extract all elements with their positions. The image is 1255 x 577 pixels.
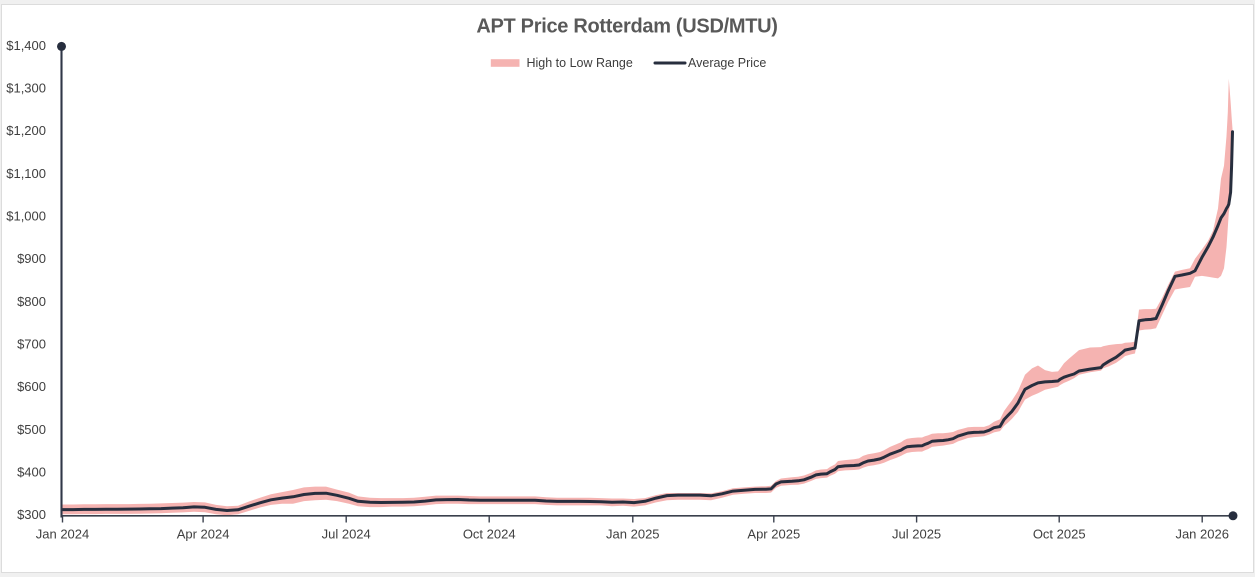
svg-text:Apr 2024: Apr 2024 — [177, 527, 230, 542]
svg-text:APT Price Rotterdam (USD/MTU): APT Price Rotterdam (USD/MTU) — [476, 16, 777, 38]
svg-text:$900: $900 — [17, 251, 46, 266]
svg-text:$1,400: $1,400 — [6, 38, 46, 53]
svg-text:Jan 2025: Jan 2025 — [606, 527, 660, 542]
svg-text:$700: $700 — [17, 337, 46, 352]
svg-text:$1,100: $1,100 — [6, 166, 46, 181]
svg-text:Oct 2025: Oct 2025 — [1033, 527, 1086, 542]
svg-text:$1,000: $1,000 — [6, 209, 46, 224]
svg-text:$500: $500 — [17, 422, 46, 437]
svg-text:$1,200: $1,200 — [6, 123, 46, 138]
svg-text:High to Low Range: High to Low Range — [527, 56, 633, 70]
svg-text:Jul 2024: Jul 2024 — [322, 527, 371, 542]
svg-text:$300: $300 — [17, 507, 46, 522]
svg-text:Jan 2026: Jan 2026 — [1175, 527, 1229, 542]
svg-text:$800: $800 — [17, 294, 46, 309]
svg-text:Jul 2025: Jul 2025 — [892, 527, 941, 542]
svg-text:Jan 2024: Jan 2024 — [36, 527, 90, 542]
svg-text:Apr 2025: Apr 2025 — [747, 527, 800, 542]
svg-text:$600: $600 — [17, 379, 46, 394]
svg-text:Average Price: Average Price — [688, 56, 766, 70]
svg-text:$400: $400 — [17, 464, 46, 479]
svg-text:Oct 2024: Oct 2024 — [463, 527, 516, 542]
svg-text:$1,300: $1,300 — [6, 81, 46, 96]
